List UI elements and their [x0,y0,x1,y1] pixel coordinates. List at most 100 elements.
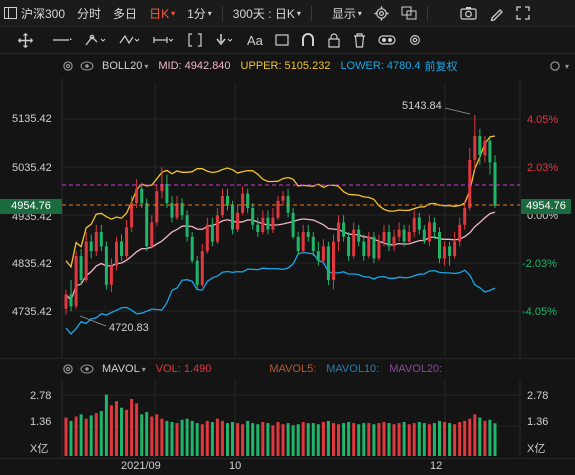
volume-bar [135,403,139,456]
display-menu[interactable]: 显示 ▾ [326,0,368,27]
volume-bar [195,423,199,456]
mavol5-label: MAVOL5: [269,363,317,375]
volume-bar [200,424,204,456]
price-tick: 4735.42 [12,306,52,318]
candle-body [286,196,290,213]
adjust-mode-button[interactable]: 前复权 [424,61,458,73]
gear-icon[interactable] [62,60,74,72]
volume-bar [392,424,396,456]
candle-body [220,196,224,216]
arrow-tool[interactable] [209,27,241,54]
price-tick: 5035.42 [12,162,52,174]
candle-body [145,203,149,247]
vol-tick: 2.78 [30,390,52,402]
shape-tool[interactable] [269,27,295,54]
draw-button[interactable] [483,0,510,27]
candle-body [215,215,219,242]
candlestick-chart[interactable] [0,78,575,358]
candle-body [74,256,78,307]
candle-body [387,232,391,247]
volume-bar [321,422,325,456]
gear-icon[interactable] [62,363,74,375]
volume-bar [296,424,300,456]
crosshair-tool[interactable] [0,27,39,54]
volume-bar [210,422,214,456]
tab-daily-k[interactable]: 日K ▾ [143,0,181,27]
high-leader-line [444,107,471,115]
volume-bar [256,424,260,456]
magnet-tool[interactable] [295,27,321,54]
bracket-tool[interactable] [181,27,209,54]
candle-body [352,229,356,256]
candle-body [246,193,250,208]
display-label: 显示 [331,6,356,21]
candle-body [443,246,446,259]
volume-bar [185,418,189,456]
low-price-label: 4720.83 [109,322,149,334]
candle-body [367,236,371,256]
mavol-indicator-name[interactable]: MAVOL [102,363,140,375]
boll-indicator-name[interactable]: BOLL20 [102,60,143,72]
gear-icon [549,60,561,72]
chevron-down-icon: ▾ [296,8,301,18]
candle-body [488,140,492,163]
pencil-icon [489,6,504,21]
candle-body [165,184,169,204]
price-tick: 4835.42 [12,258,52,270]
volume-bar [473,414,477,456]
line-tool[interactable] [47,27,79,54]
volume-bar [316,424,320,456]
bracket-icon [187,33,203,47]
candle-body [483,140,487,156]
sidebar-toggle-icon[interactable] [4,7,17,19]
range-selector[interactable]: 300天 : 日K ▾ [227,0,307,27]
screenshot-button[interactable] [454,0,483,27]
boll-lower-line [65,251,496,335]
volume-chart[interactable] [0,380,575,458]
date-tick: 12 [430,460,443,472]
eye-icon[interactable] [80,364,94,374]
settings-button[interactable] [368,0,395,27]
channel-tool[interactable] [113,27,147,54]
tab-multi-day[interactable]: 多日 [113,6,138,21]
volume-bar [478,417,482,456]
expand-icon [516,6,530,20]
candle-body [438,232,441,259]
candle-body [170,203,174,218]
candle-body [155,191,159,223]
volume-bar [145,412,149,456]
volume-bar [84,418,88,456]
candle-body [109,265,113,285]
candle-body [150,222,154,247]
visibility-tool[interactable] [372,27,402,54]
candle-body [190,236,194,261]
volume-bar [109,405,113,456]
tab-1min[interactable]: 1分 ▾ [181,0,218,27]
fullscreen-button[interactable] [510,0,536,27]
text-tool[interactable]: Aa [241,27,269,54]
volume-bar [412,423,416,456]
lock-tool[interactable] [321,27,347,54]
info-bar-settings[interactable]: ▾ [549,60,569,72]
delete-tool[interactable] [347,27,372,54]
tab-intraday[interactable]: 分时 [77,6,102,21]
candle-body [64,294,68,309]
chevron-down-icon: ▾ [144,61,149,71]
compare-button[interactable] [395,0,423,27]
trend-tool[interactable] [79,27,113,54]
ruler-tool[interactable] [147,27,181,54]
volume-bar [311,423,315,456]
candle-body [432,222,436,232]
instrument-selector[interactable]: 沪深300 [0,0,71,27]
top-toolbar: 沪深300 分时 多日 日K ▾ 1分 ▾ 300天 : 日K ▾ 显示 ▾ [0,0,575,27]
eye-icon[interactable] [80,61,94,71]
mavol-info-bar: MAVOL ▾ VOL: 1.490 MAVOL5: MAVOL10: MAVO… [0,358,575,379]
link-toggle-icon [378,34,396,46]
candle-body [261,217,265,232]
volume-bar [362,423,366,456]
date-tick: 10 [229,460,242,472]
volume-bar [104,394,108,456]
gear-icon [408,33,422,47]
volume-bar [160,418,164,456]
draw-settings[interactable] [402,27,428,54]
